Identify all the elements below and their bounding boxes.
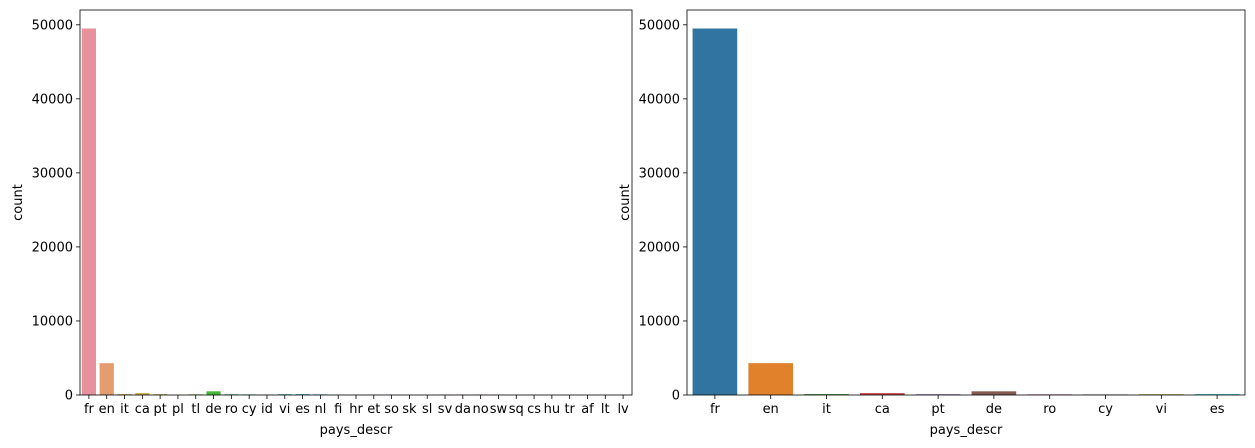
x-tick-label: cy — [1098, 402, 1113, 417]
x-tick-label: pt — [153, 402, 166, 417]
bar-en — [99, 363, 114, 395]
x-tick-label: lv — [617, 402, 629, 417]
x-tick-label: ca — [875, 402, 890, 417]
x-tick-label: cs — [527, 402, 541, 417]
x-tick-label: sw — [490, 402, 508, 417]
x-tick-label: sl — [422, 402, 432, 417]
y-tick-label: 0 — [672, 389, 680, 404]
x-tick-label: sq — [509, 402, 524, 417]
y-tick-label: 40000 — [639, 92, 680, 107]
x-tick-label: sv — [438, 402, 453, 417]
bar-it — [804, 394, 849, 395]
x-tick-label: no — [473, 402, 489, 417]
x-tick-label: vi — [1156, 402, 1167, 417]
y-tick-label: 20000 — [32, 240, 73, 255]
bar-es — [295, 394, 310, 395]
axes-frame — [79, 9, 633, 396]
y-tick-label: 50000 — [32, 18, 73, 33]
bar-fr — [81, 28, 97, 395]
x-tick-label: lt — [601, 402, 610, 417]
y-tick-label: 20000 — [639, 240, 680, 255]
bar-ca — [135, 393, 150, 395]
y-axis-label: count — [11, 184, 26, 221]
x-tick-label: ro — [225, 402, 238, 417]
x-tick-label: ca — [135, 402, 150, 417]
bar-it — [117, 394, 132, 395]
x-tick-label: so — [384, 402, 399, 417]
x-tick-label: sk — [402, 402, 417, 417]
bar-es — [1194, 394, 1240, 395]
x-tick-label: de — [205, 402, 221, 417]
bar-fr — [692, 28, 738, 395]
bar-en — [748, 363, 794, 395]
bar-pt — [153, 394, 168, 395]
chart-left: fr en it ca pt pl tl de ro cy id vi es nl fi hr et so sk sl… — [11, 9, 633, 438]
y-axis-label: count — [618, 184, 633, 221]
x-tick-label: hr — [349, 402, 363, 417]
x-tick-label: en — [763, 402, 779, 417]
y-tick-label: 10000 — [639, 314, 680, 329]
bar-vi — [277, 394, 292, 395]
x-tick-label: ro — [1043, 402, 1056, 417]
x-tick-label: it — [120, 402, 129, 417]
x-tick-label: pt — [931, 402, 944, 417]
y-tick-label: 50000 — [639, 18, 680, 33]
y-tick-label: 30000 — [639, 166, 680, 181]
bar-de — [206, 391, 221, 395]
y-tick-label: 40000 — [32, 92, 73, 107]
x-tick-label: af — [581, 402, 594, 417]
y-tick-label: 10000 — [32, 314, 73, 329]
x-tick-label: en — [99, 402, 115, 417]
x-tick-label: pl — [172, 402, 184, 417]
y-tick-label: 30000 — [32, 166, 73, 181]
x-tick-label: hu — [544, 402, 560, 417]
x-tick-label: id — [261, 402, 273, 417]
bar-de — [971, 391, 1017, 395]
x-axis-label: pays_descr — [930, 423, 1003, 438]
x-tick-label: fr — [710, 402, 721, 417]
y-tick-label: 0 — [65, 389, 73, 404]
x-tick-label: vi — [279, 402, 290, 417]
x-tick-label: da — [455, 402, 471, 417]
x-tick-label: tr — [564, 402, 575, 417]
bar-ca — [859, 393, 905, 395]
x-tick-label: tl — [191, 402, 200, 417]
x-tick-label: es — [1210, 402, 1225, 417]
chart-right: fr en it ca pt de ro cy vi es 0 10000 20000 30000 4000… — [618, 9, 1246, 438]
x-tick-label: nl — [314, 402, 326, 417]
x-tick-label: et — [367, 402, 380, 417]
x-tick-label: cy — [242, 402, 257, 417]
x-tick-label: fi — [334, 402, 342, 417]
x-tick-label: it — [822, 402, 831, 417]
bar-vi — [1138, 394, 1184, 395]
bar-pt — [915, 394, 961, 395]
x-tick-label: fr — [84, 402, 95, 417]
axes-frame — [686, 9, 1246, 396]
x-tick-label: de — [986, 402, 1002, 417]
x-axis-label: pays_descr — [320, 423, 393, 438]
x-tick-label: es — [295, 402, 310, 417]
